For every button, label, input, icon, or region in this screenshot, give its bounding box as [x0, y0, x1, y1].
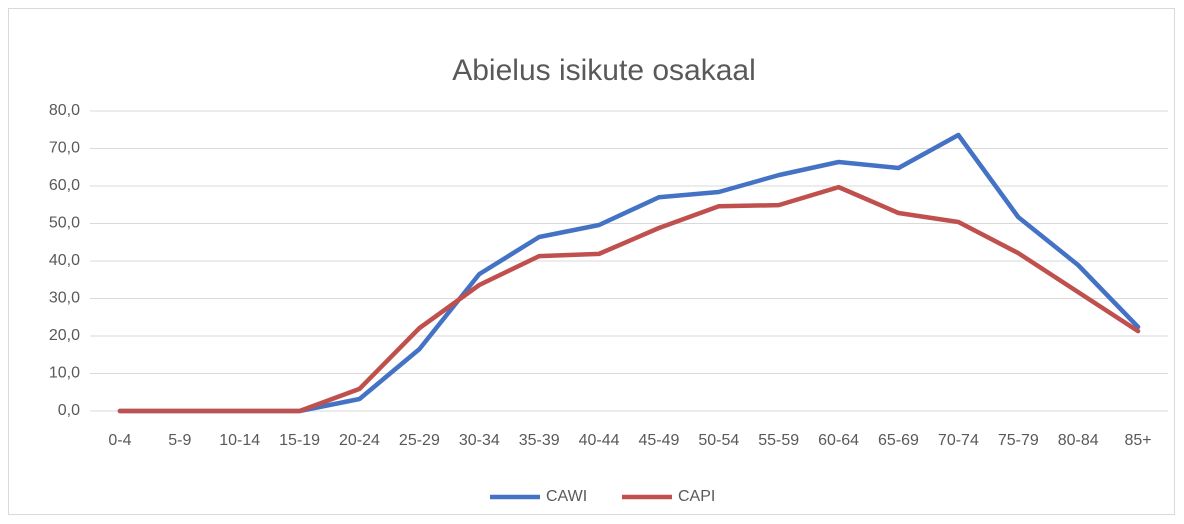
x-tick-label: 0-4: [108, 432, 131, 449]
x-tick-label: 85+: [1124, 432, 1151, 449]
x-tick-label: 55-59: [758, 432, 799, 449]
x-tick-label: 80-84: [1058, 432, 1099, 449]
y-tick-label: 50,0: [49, 215, 80, 232]
chart-title: Abielus isikute osakaal: [452, 54, 756, 87]
x-tick-label: 30-34: [459, 432, 500, 449]
x-tick-label: 65-69: [878, 432, 919, 449]
x-tick-label: 10-14: [219, 432, 260, 449]
x-tick-label: 45-49: [638, 432, 679, 449]
x-tick-label: 5-9: [168, 432, 191, 449]
legend-label: CAWI: [546, 488, 587, 505]
y-tick-label: 60,0: [49, 177, 80, 194]
x-tick-label: 20-24: [339, 432, 380, 449]
y-tick-label: 0,0: [58, 402, 80, 419]
y-tick-label: 80,0: [49, 102, 80, 119]
data-line: [117, 184, 1141, 414]
x-tick-label: 15-19: [279, 432, 320, 449]
legend-label: CAPI: [678, 488, 715, 505]
x-tick-label: 70-74: [938, 432, 979, 449]
y-tick-label: 70,0: [49, 140, 80, 157]
y-tick-label: 10,0: [49, 365, 80, 382]
y-tick-label: 20,0: [49, 327, 80, 344]
y-tick-label: 30,0: [49, 290, 80, 307]
x-tick-label: 40-44: [579, 432, 620, 449]
x-tick-label: 25-29: [399, 432, 440, 449]
x-tick-label: 75-79: [998, 432, 1039, 449]
x-tick-label: 35-39: [519, 432, 560, 449]
y-tick-label: 40,0: [49, 252, 80, 269]
x-tick-label: 60-64: [818, 432, 859, 449]
x-tick-label: 50-54: [698, 432, 739, 449]
